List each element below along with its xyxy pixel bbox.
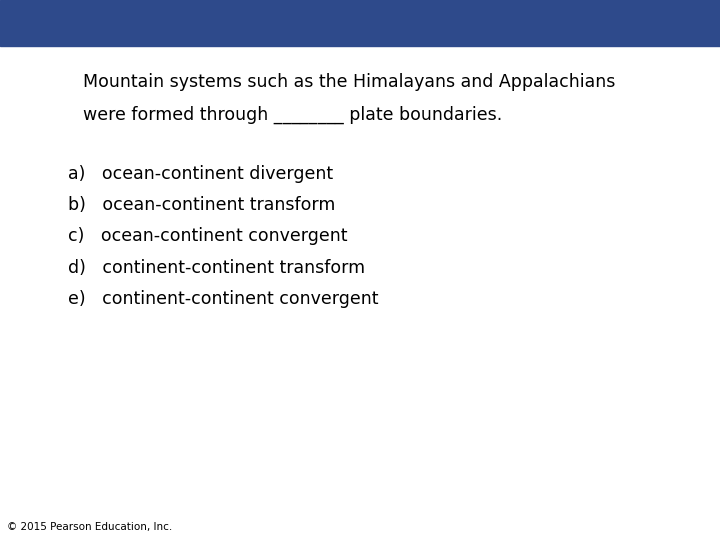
Text: © 2015 Pearson Education, Inc.: © 2015 Pearson Education, Inc.	[7, 522, 173, 532]
Text: Mountain systems such as the Himalayans and Appalachians: Mountain systems such as the Himalayans …	[83, 73, 615, 91]
Text: c)   ocean-continent convergent: c) ocean-continent convergent	[68, 227, 348, 245]
Text: d)   continent-continent transform: d) continent-continent transform	[68, 259, 366, 276]
Text: a)   ocean-continent divergent: a) ocean-continent divergent	[68, 165, 333, 183]
Text: e)   continent-continent convergent: e) continent-continent convergent	[68, 290, 379, 308]
Text: were formed through ________ plate boundaries.: were formed through ________ plate bound…	[83, 105, 502, 124]
Bar	[0, 0, 720, 46]
Text: b)   ocean-continent transform: b) ocean-continent transform	[68, 196, 336, 214]
